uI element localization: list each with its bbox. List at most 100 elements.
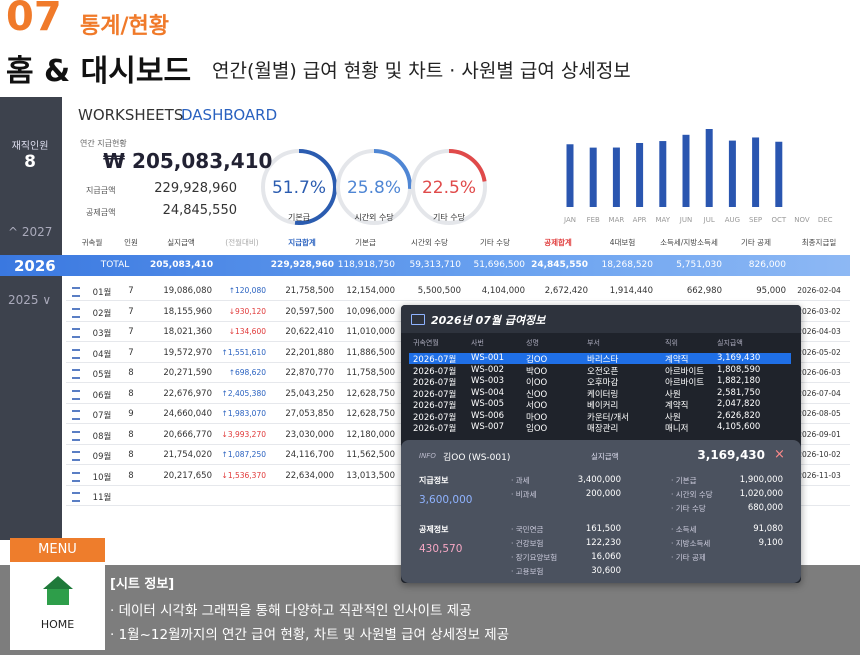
table-cell: ↑1,087,250 <box>221 450 266 459</box>
staff-label: 재직인원 <box>11 141 49 152</box>
popup-cell: 오전오픈 <box>587 366 619 377</box>
item-value: 680,000 <box>747 503 783 513</box>
home-button[interactable]: HOME <box>10 562 105 650</box>
bar <box>752 137 760 207</box>
summary-label: 연간 지급현황 <box>80 139 127 148</box>
table-cell: 8 <box>128 388 134 399</box>
table-cell: 9 <box>128 409 134 419</box>
table-cell: ↑2,405,380 <box>221 388 266 398</box>
popup-header: 직위 <box>665 339 678 347</box>
gauge-arc <box>411 149 487 225</box>
row-icon <box>72 410 80 420</box>
popup-header: 실지급액 <box>717 339 743 347</box>
item-value: 91,080 <box>753 524 783 534</box>
table-cell: 12,628,750 <box>346 388 395 399</box>
table-cell: 19,572,970 <box>163 347 212 358</box>
table-cell: 7 <box>128 347 134 358</box>
row-icon <box>72 287 80 297</box>
x-tick-label: SEP <box>749 216 762 224</box>
row-icon <box>72 471 80 482</box>
table-header: 실지급액 <box>167 238 195 247</box>
gauge-arc <box>336 149 412 225</box>
table-header: 소득세/지방소득세 <box>660 238 718 247</box>
table-cell: 04월 <box>92 349 112 360</box>
item-label: · 고용보험 <box>511 567 544 576</box>
x-tick-label: AUG <box>725 216 740 224</box>
item-label: · 시간외 수당 <box>671 490 713 499</box>
x-tick-label: NOV <box>794 216 810 224</box>
popup-cell: WS-002 <box>471 364 505 375</box>
total-cell: 5,751,030 <box>676 260 722 270</box>
year-next: 2025 ∨ <box>8 293 52 307</box>
menu-tab[interactable]: MENU <box>10 538 105 562</box>
bar <box>728 140 736 207</box>
table-cell: 23,030,000 <box>285 429 334 440</box>
table-cell: 2026-08-05 <box>797 409 841 418</box>
table-cell: ↓134,600 <box>228 327 266 336</box>
table-cell: 21,754,020 <box>163 450 212 460</box>
table-header: (전월대비) <box>225 238 259 247</box>
table-cell: ↓1,536,370 <box>221 470 266 480</box>
bar <box>659 141 667 207</box>
table-header: 기본급 <box>355 238 376 247</box>
detail-net-label: 실지급액 <box>591 452 619 461</box>
table-cell: 20,271,590 <box>163 368 212 378</box>
section-category: 통계/현황 <box>80 14 169 39</box>
summary-row-label: 공제금액 <box>86 208 116 217</box>
x-tick-label: JUL <box>703 216 715 224</box>
close-button[interactable]: × <box>774 447 785 462</box>
popup-cell: 사원 <box>665 412 681 423</box>
home-label: HOME <box>40 618 75 631</box>
info-title: [시트 정보] <box>110 577 175 592</box>
popup-cell: 사원 <box>665 389 681 400</box>
table-cell: 07월 <box>92 411 112 421</box>
popup-cell: 2026-07월 <box>413 355 457 365</box>
popup-cell: 2,626,820 <box>717 410 761 421</box>
table-cell: 95,000 <box>756 286 786 296</box>
table-cell: 2026-07-04 <box>797 388 841 398</box>
x-tick-label: DEC <box>818 216 833 224</box>
popup-header: 부서 <box>587 339 600 347</box>
table-header: 4대보험 <box>609 238 636 247</box>
table-cell: 2026-10-02 <box>797 450 841 459</box>
item-value: 30,600 <box>591 566 621 576</box>
row-icon <box>72 430 80 441</box>
table-header: 지급합계 <box>288 238 316 247</box>
popup-titlebar <box>401 305 801 333</box>
table-cell: 22,676,970 <box>163 388 212 399</box>
table-cell: 8 <box>128 429 134 440</box>
year-prev: ^ 2027 <box>8 225 53 239</box>
popup-title: 2026년 07월 급여정보 <box>431 314 546 327</box>
bar <box>636 142 644 207</box>
section-label: 공제정보 <box>419 525 449 534</box>
popup-cell: 1,808,590 <box>717 364 761 375</box>
popup-cell: 신OO <box>526 389 548 400</box>
table-cell: 2,672,420 <box>544 286 588 296</box>
folder-icon <box>411 314 425 325</box>
row-icon <box>72 389 80 400</box>
popup-cell: 이OO <box>526 378 548 388</box>
item-label: · 건강보험 <box>511 539 544 548</box>
row-icon <box>72 348 80 359</box>
popup-cell: 2026-07월 <box>413 366 457 377</box>
summary-amount: ₩ 205,083,410 <box>103 149 273 173</box>
table-cell: 11,010,000 <box>346 327 395 337</box>
popup-cell: 2026-07월 <box>413 378 457 388</box>
table-cell: 02월 <box>92 308 112 319</box>
popup-cell: WS-005 <box>471 399 505 409</box>
detail-net: 3,169,430 <box>697 448 765 462</box>
table-cell: 11월 <box>92 493 112 503</box>
table-header: 최종지급일 <box>801 238 837 247</box>
popup-cell: 1,882,180 <box>717 376 761 386</box>
popup-cell: 카운터/개서 <box>587 412 629 423</box>
row-rule <box>66 300 850 301</box>
popup-cell: WS-003 <box>471 376 505 386</box>
summary-row-label: 지급금액 <box>86 186 116 195</box>
summary-row-value: 24,845,550 <box>162 203 237 218</box>
popup-row-selected[interactable] <box>409 353 791 364</box>
row-icon <box>72 451 80 461</box>
home-icon-body <box>47 589 69 605</box>
table-cell: 8 <box>128 368 134 378</box>
table-cell: 27,053,850 <box>285 409 334 419</box>
item-label: · 지방소득세 <box>671 539 711 548</box>
